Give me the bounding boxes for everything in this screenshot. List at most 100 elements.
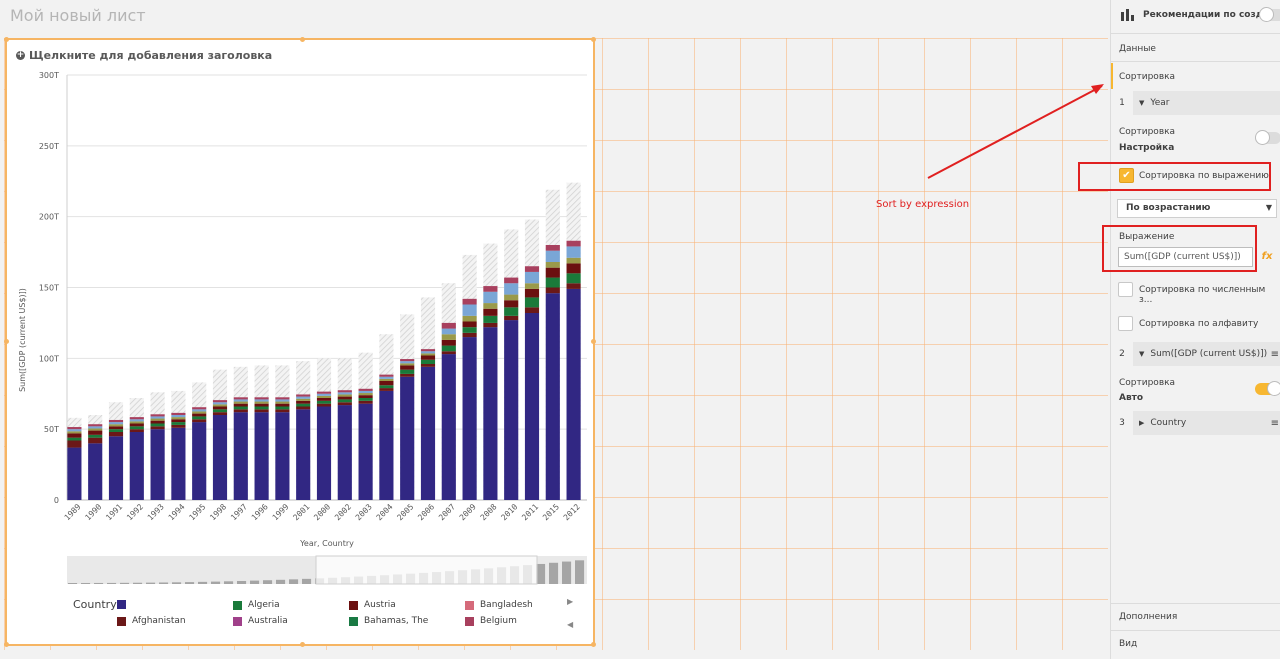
recommendations-toggle[interactable] bbox=[1259, 7, 1280, 22]
x-tick-label: 1995 bbox=[187, 502, 207, 522]
sort-by-expression-checkbox[interactable]: ✔ bbox=[1119, 168, 1134, 183]
sort-field-measure[interactable]: 2 ▼ Sum([GDP (current US$)]) ≡ bbox=[1111, 342, 1280, 366]
bar-segment bbox=[254, 406, 269, 410]
y-tick-label: 100T bbox=[39, 354, 59, 363]
bar-segment bbox=[379, 374, 394, 377]
collapse-icon[interactable]: ▼ bbox=[1139, 99, 1145, 107]
bar-segment bbox=[358, 390, 373, 394]
field-name: Country bbox=[1150, 418, 1187, 428]
y-tick-label: 200T bbox=[39, 213, 59, 222]
drag-handle-icon[interactable]: ≡ bbox=[1270, 417, 1279, 429]
field-number: 3 bbox=[1111, 411, 1133, 435]
tab-view[interactable]: Вид bbox=[1119, 639, 1138, 649]
mini-bar bbox=[302, 578, 312, 584]
resize-handle[interactable] bbox=[591, 642, 596, 647]
bars bbox=[67, 182, 581, 501]
bar-segment bbox=[400, 359, 415, 362]
resize-handle[interactable] bbox=[4, 642, 9, 647]
sort-numeric-checkbox[interactable] bbox=[1118, 282, 1133, 297]
legend-item[interactable]: Australia bbox=[233, 616, 288, 626]
bar-segment bbox=[420, 359, 436, 364]
legend-swatch bbox=[117, 600, 126, 609]
bar-segment bbox=[296, 403, 311, 407]
x-tick-label: 2003 bbox=[354, 502, 374, 522]
sort-field-country[interactable]: 3 ▶ Country ≡ bbox=[1111, 411, 1280, 435]
resize-handle[interactable] bbox=[591, 339, 596, 344]
legend-next-icon[interactable]: ▶ bbox=[567, 597, 574, 606]
legend-swatch bbox=[465, 616, 474, 626]
bar-segment bbox=[337, 399, 352, 403]
drag-handle-icon[interactable]: ≡ bbox=[1270, 348, 1279, 360]
bar-segment bbox=[233, 401, 248, 404]
bar-segment bbox=[275, 397, 290, 400]
resize-handle[interactable] bbox=[4, 37, 9, 42]
sort-label: Сортировка bbox=[1119, 127, 1176, 137]
resize-handle[interactable] bbox=[4, 339, 9, 344]
bar-segment bbox=[379, 390, 394, 500]
x-axis-label: Year, Country bbox=[299, 539, 354, 548]
x-tick-label: 1994 bbox=[167, 502, 187, 522]
bar-segment bbox=[150, 423, 165, 427]
resize-handle[interactable] bbox=[591, 37, 596, 42]
bar-segment bbox=[316, 391, 332, 394]
legend-item[interactable] bbox=[117, 600, 132, 609]
bar-segment bbox=[545, 287, 560, 294]
bar-segment bbox=[420, 351, 436, 354]
legend-item[interactable]: Belgium bbox=[465, 616, 517, 626]
mini-bar bbox=[250, 580, 260, 584]
sort-auto-toggle[interactable] bbox=[1255, 381, 1280, 396]
tab-data[interactable]: Данные bbox=[1119, 44, 1156, 54]
bar-segment bbox=[358, 395, 373, 398]
highlight-box bbox=[1078, 162, 1271, 191]
legend-item[interactable]: Bangladesh bbox=[465, 600, 533, 610]
bar-segment bbox=[358, 398, 373, 401]
chart-title[interactable]: + Щелкните для добавления заголовка bbox=[16, 49, 272, 62]
bar-segment bbox=[400, 363, 415, 366]
legend-item[interactable]: Algeria bbox=[233, 600, 280, 610]
sort-field-year[interactable]: 1 ▼ Year bbox=[1111, 91, 1280, 115]
expand-icon[interactable]: ▶ bbox=[1139, 419, 1145, 427]
sort-alpha-checkbox[interactable] bbox=[1118, 316, 1133, 331]
bar-segment bbox=[129, 421, 144, 424]
bar-segment bbox=[420, 353, 436, 356]
bar-segment bbox=[212, 412, 228, 415]
legend-item[interactable]: Bahamas, The bbox=[349, 616, 428, 626]
legend-swatch bbox=[349, 616, 358, 626]
collapse-icon[interactable]: ▼ bbox=[1139, 350, 1145, 358]
tab-sorting[interactable]: Сортировка bbox=[1119, 72, 1176, 82]
bar-segment bbox=[358, 403, 373, 500]
legend-item[interactable]: Austria bbox=[349, 600, 396, 610]
mini-chart-scrollbar[interactable] bbox=[67, 555, 587, 585]
bar-segment bbox=[441, 339, 456, 346]
bar-segment bbox=[108, 419, 124, 423]
bar-segment bbox=[233, 399, 248, 402]
legend-prev-icon[interactable]: ◀ bbox=[567, 620, 574, 629]
y-tick-label: 250T bbox=[39, 142, 59, 151]
resize-handle[interactable] bbox=[300, 642, 305, 647]
bar-segment bbox=[462, 298, 477, 305]
x-tick-label: 2009 bbox=[458, 502, 478, 522]
legend-item[interactable]: Afghanistan bbox=[117, 616, 186, 626]
chart-object[interactable]: + Щелкните для добавления заголовка 0 50T… bbox=[4, 37, 596, 647]
bar-segment bbox=[545, 267, 560, 278]
bar-segment bbox=[566, 246, 581, 258]
bar-segment bbox=[171, 417, 186, 420]
legend-label: Australia bbox=[248, 616, 288, 626]
bar-segment bbox=[504, 320, 519, 500]
bar-segment bbox=[192, 411, 207, 414]
order-select[interactable]: По возрастанию ▼ bbox=[1117, 199, 1277, 218]
bar-segment bbox=[316, 395, 332, 398]
tab-addons[interactable]: Дополнения bbox=[1119, 612, 1178, 622]
bar-segment bbox=[88, 437, 103, 444]
x-tick-label: 2000 bbox=[312, 502, 332, 522]
scroll-window[interactable] bbox=[315, 555, 538, 585]
resize-handle[interactable] bbox=[300, 37, 305, 42]
sort-alpha-label: Сортировка по алфавиту bbox=[1139, 319, 1259, 329]
fx-button[interactable]: fx bbox=[1261, 251, 1273, 262]
expression-input[interactable]: Sum([GDP (current US$)]) bbox=[1118, 247, 1253, 267]
bar-segment bbox=[483, 291, 498, 304]
sort-auto-toggle[interactable] bbox=[1255, 130, 1280, 145]
mini-bar bbox=[68, 583, 78, 584]
bar-segment bbox=[337, 392, 352, 395]
